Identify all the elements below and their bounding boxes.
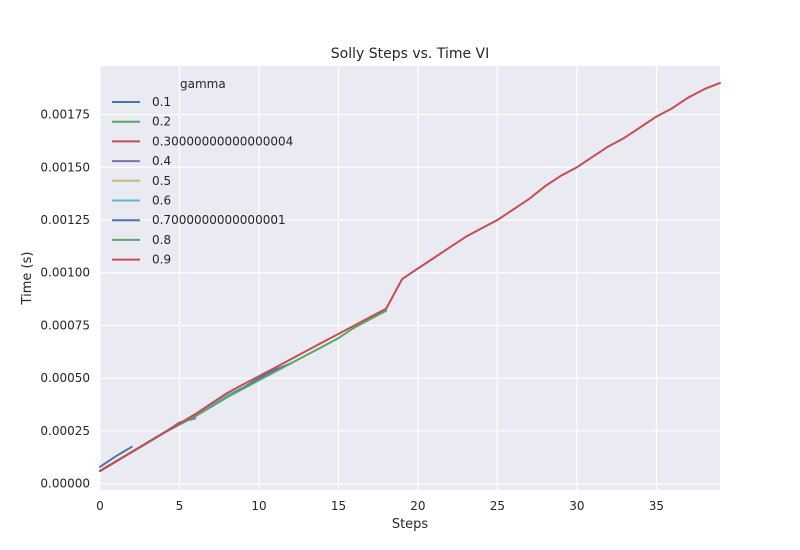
x-tick-label: 25 xyxy=(490,499,505,513)
y-tick-labels: 0.00000 0.00025 0.00050 0.00075 0.00100 0.001… xyxy=(40,108,90,491)
legend-label: 0.5 xyxy=(152,174,171,188)
x-tick-label: 35 xyxy=(649,499,664,513)
legend-label: 0.1 xyxy=(152,95,171,109)
y-tick-label: 0.00150 xyxy=(40,160,90,174)
x-tick-label: 10 xyxy=(251,499,266,513)
y-tick-label: 0.00075 xyxy=(40,318,90,332)
y-tick-label: 0.00175 xyxy=(40,108,90,122)
x-axis-label: Steps xyxy=(392,517,429,532)
y-tick-label: 0.00100 xyxy=(40,266,90,280)
x-tick-label: 20 xyxy=(410,499,425,513)
legend: gamma 0.1 0.2 0.30000000000000004 0.4 0.5 0.6… xyxy=(112,77,293,267)
x-tick-label: 5 xyxy=(176,499,184,513)
y-tick-label: 0.00125 xyxy=(40,213,90,227)
legend-label: 0.4 xyxy=(152,154,171,168)
x-tick-label: 15 xyxy=(331,499,346,513)
chart-title: Solly Steps vs. Time VI xyxy=(331,46,489,62)
series-lines xyxy=(99,81,721,472)
legend-label: 0.7000000000000001 xyxy=(152,213,286,227)
legend-label: 0.30000000000000004 xyxy=(152,134,293,148)
y-tick-label: 0.00000 xyxy=(40,477,90,491)
legend-label: 0.6 xyxy=(152,194,171,208)
grid-lines xyxy=(99,66,720,490)
series-line-0 xyxy=(99,445,133,468)
x-tick-labels: 0 5 10 15 20 25 30 35 xyxy=(96,499,664,513)
legend-label: 0.9 xyxy=(152,253,171,267)
legend-entries: 0.1 0.2 0.30000000000000004 0.4 0.5 0.6 0.7000… xyxy=(112,95,293,267)
x-tick-label: 30 xyxy=(569,499,584,513)
series-line-8 xyxy=(99,81,721,472)
plot-area xyxy=(100,66,720,490)
y-axis-label: Time (s) xyxy=(20,252,35,306)
x-tick-label: 0 xyxy=(96,499,104,513)
legend-title: gamma xyxy=(180,77,226,91)
y-tick-label: 0.00025 xyxy=(40,424,90,438)
legend-label: 0.2 xyxy=(152,115,171,129)
y-tick-label: 0.00050 xyxy=(40,371,90,385)
legend-label: 0.8 xyxy=(152,233,171,247)
